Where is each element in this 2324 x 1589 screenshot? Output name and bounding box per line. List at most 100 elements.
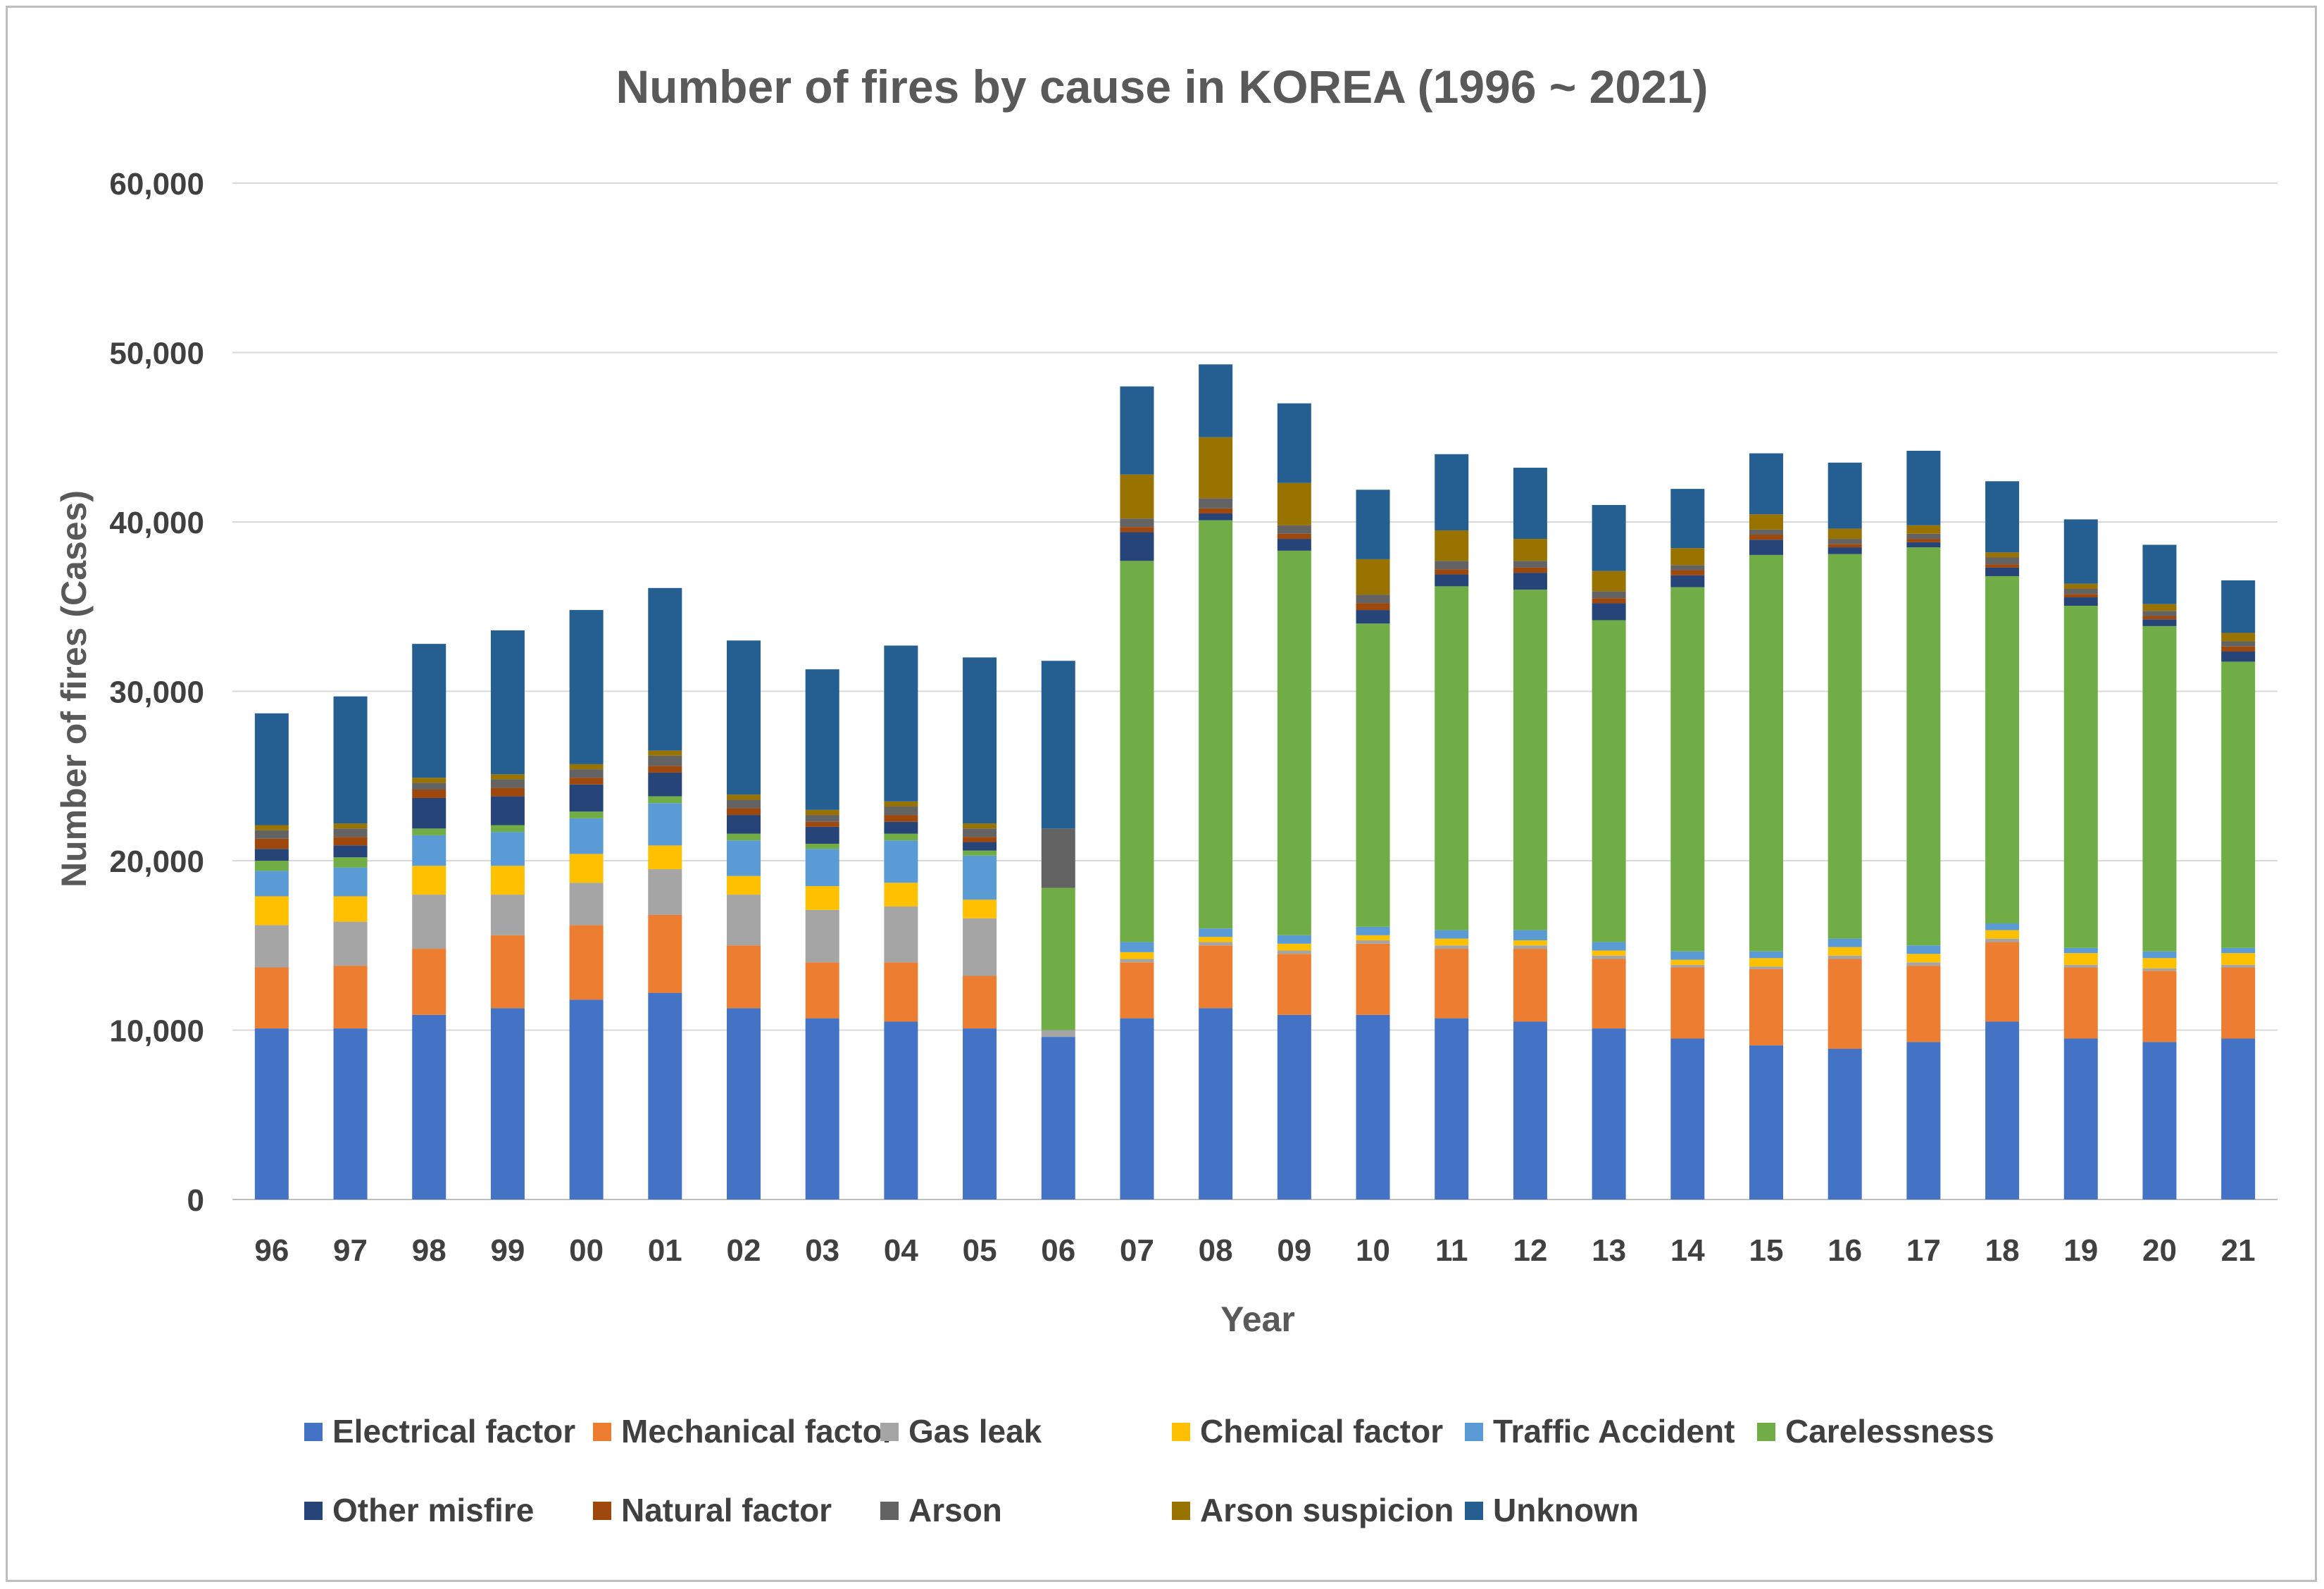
bar-segment (1670, 587, 1705, 952)
bar-segment (1749, 529, 1783, 535)
bar-segment (1906, 450, 1941, 525)
bar-segment (412, 835, 446, 866)
x-tick-label: 08 (1199, 1233, 1233, 1268)
bar-segment (490, 895, 525, 935)
bar-segment (1277, 550, 1311, 935)
bar-segment (1513, 561, 1547, 568)
bar-segment (884, 906, 918, 963)
bar-segment (333, 921, 368, 966)
bar-segment (333, 696, 368, 824)
bar-segment (1906, 547, 1941, 946)
bar-segment (1670, 967, 1705, 1039)
bar-segment (2142, 616, 2177, 620)
bar-segment (1199, 942, 1233, 946)
bar-segment (1670, 959, 1705, 965)
bar-segment (1435, 1018, 1469, 1199)
bar-segment (727, 815, 761, 834)
bar-segment (1592, 571, 1626, 592)
bar-segment (963, 855, 997, 900)
bar-segment (1749, 968, 1783, 1046)
bar-segment (2063, 588, 2098, 594)
bar-segment (412, 866, 446, 895)
bar-segment (569, 778, 604, 785)
x-tick-label: 98 (412, 1233, 446, 1268)
legend-swatch (593, 1423, 611, 1441)
x-tick-label: 15 (1749, 1233, 1784, 1268)
bar-segment (1120, 959, 1154, 963)
bar-segment (412, 783, 446, 790)
bar-segment (884, 883, 918, 906)
bar-segment (254, 838, 289, 849)
bar-segment (2063, 594, 2098, 598)
bar-segment (648, 845, 682, 870)
bar-segment (1670, 489, 1705, 549)
bar-segment (805, 669, 839, 810)
y-tick-label: 10,000 (109, 1014, 204, 1049)
bar-segment (1749, 554, 1783, 952)
bar-segment (2221, 651, 2256, 662)
bar-segment (1277, 539, 1311, 551)
bar-segment (1277, 403, 1311, 483)
legend-swatch (1172, 1423, 1190, 1441)
bar-segment (2063, 597, 2098, 606)
bar-segment (2063, 947, 2098, 954)
bar-segment (1670, 565, 1705, 571)
bar-segment (1592, 942, 1626, 951)
x-tick-label: 14 (1670, 1233, 1705, 1268)
bar-segment (1985, 930, 2020, 939)
x-axis-ticks: 96 97 98 99 00 01 02 03 04 05 06 07 08 09 10 11 12 13 14 15… (254, 1233, 2255, 1268)
bar-segment (1513, 940, 1547, 946)
bar-segment (1435, 574, 1469, 587)
bar-segment (1041, 887, 1075, 1030)
legend-swatch (880, 1423, 899, 1441)
bar-segment (1985, 938, 2020, 942)
bar-segment (1906, 966, 1941, 1042)
bar-segment (333, 1028, 368, 1199)
y-axis-ticks: 0 10,000 20,000 30,000 40,000 50,000 60,000 (109, 167, 204, 1218)
bar-segment (1356, 926, 1390, 935)
bar-segment (648, 869, 682, 915)
bar-segment (490, 796, 525, 825)
bar-segment (1435, 938, 1469, 946)
bar-segment (412, 949, 446, 1015)
bar-segment (1906, 525, 1941, 534)
bar-segment (1906, 962, 1941, 966)
bar-segment (727, 833, 761, 841)
bar-segment (1513, 949, 1547, 1022)
bar-segment (333, 837, 368, 846)
legend-label: Natural factor (621, 1492, 832, 1528)
bar-segment (727, 945, 761, 1009)
bar-segment (254, 896, 289, 926)
legend-label: Unknown (1493, 1492, 1639, 1528)
bar-segment (1828, 462, 1862, 529)
bar-segment (805, 826, 839, 844)
gridlines (232, 182, 2278, 1200)
bar-segment (805, 843, 839, 849)
x-tick-label: 99 (490, 1233, 525, 1268)
bar-segment (1435, 454, 1469, 531)
bar-segment (1513, 468, 1547, 540)
bar-segment (1120, 386, 1154, 475)
legend-label: Electrical factor (332, 1413, 575, 1450)
bar-segment (1749, 1045, 1783, 1199)
bar-segment (727, 1008, 761, 1199)
bar-segment (2221, 580, 2256, 633)
bar-segment (1828, 554, 1862, 939)
bar-segment (333, 823, 368, 829)
x-tick-label: 17 (1906, 1233, 1941, 1268)
bar-segment (1199, 437, 1233, 499)
bar-segment (727, 840, 761, 876)
bar-segment (963, 657, 997, 824)
bar-segment (2063, 606, 2098, 948)
bar-segment (1670, 951, 1705, 960)
bar-segment (1041, 1030, 1075, 1037)
bar-segment (884, 815, 918, 822)
bar-segment (569, 764, 604, 770)
y-tick-label: 40,000 (109, 506, 204, 540)
x-tick-label: 19 (2063, 1233, 2098, 1268)
bar-segment (805, 815, 839, 822)
legend-label: Arson suspicion (1200, 1492, 1454, 1528)
y-tick-label: 30,000 (109, 675, 204, 710)
bar-segment (648, 587, 682, 751)
